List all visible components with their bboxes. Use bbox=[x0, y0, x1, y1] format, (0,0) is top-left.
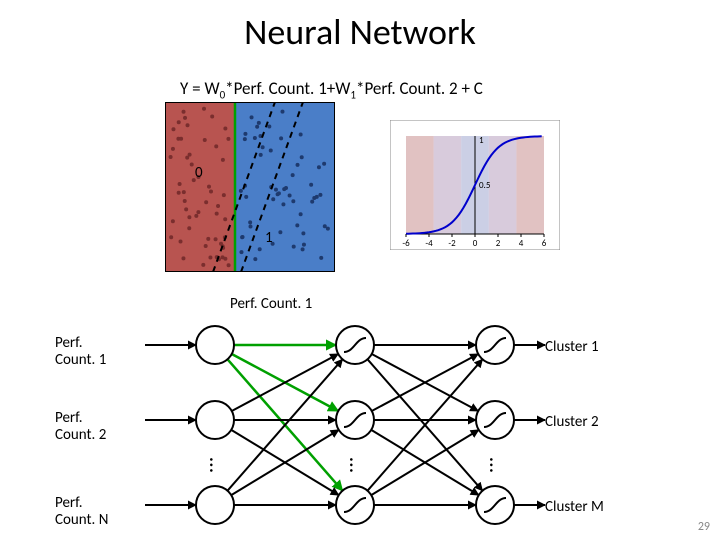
scatter-chart: 01 bbox=[165, 102, 335, 277]
page-number: 29 bbox=[698, 520, 710, 534]
sigmoid-chart: -6 -4 -2 0 2 4 6 0.5 1 bbox=[390, 120, 560, 255]
svg-text:0: 0 bbox=[195, 164, 203, 182]
input-label-2: Perf.Count. 2 bbox=[55, 410, 106, 443]
svg-text:0.5: 0.5 bbox=[479, 180, 491, 191]
input-label-n: Perf.Count. N bbox=[55, 495, 108, 528]
page-title: Neural Network bbox=[0, 10, 720, 54]
network-diagram: … … … bbox=[55, 320, 615, 530]
svg-text:2: 2 bbox=[496, 238, 501, 249]
svg-text:4: 4 bbox=[519, 238, 524, 249]
svg-text:-4: -4 bbox=[425, 238, 433, 249]
equation: Y = W0*Perf. Count. 1+W1*Perf. Count. 2 … bbox=[180, 78, 483, 101]
svg-text:1: 1 bbox=[479, 135, 484, 146]
svg-text:6: 6 bbox=[542, 238, 547, 249]
svg-text:0: 0 bbox=[473, 238, 478, 249]
output-label-1: Cluster 1 bbox=[545, 338, 599, 356]
svg-text:…: … bbox=[484, 457, 511, 472]
svg-text:-2: -2 bbox=[448, 238, 456, 249]
svg-text:…: … bbox=[204, 457, 231, 472]
scatter-xlabel: Perf. Count. 1 bbox=[230, 295, 312, 313]
input-label-1: Perf.Count. 1 bbox=[55, 335, 106, 368]
svg-text:1: 1 bbox=[265, 229, 273, 247]
svg-text:…: … bbox=[344, 457, 371, 472]
output-label-2: Cluster 2 bbox=[545, 413, 599, 431]
svg-text:-6: -6 bbox=[402, 238, 410, 249]
output-label-m: Cluster M bbox=[545, 498, 604, 516]
